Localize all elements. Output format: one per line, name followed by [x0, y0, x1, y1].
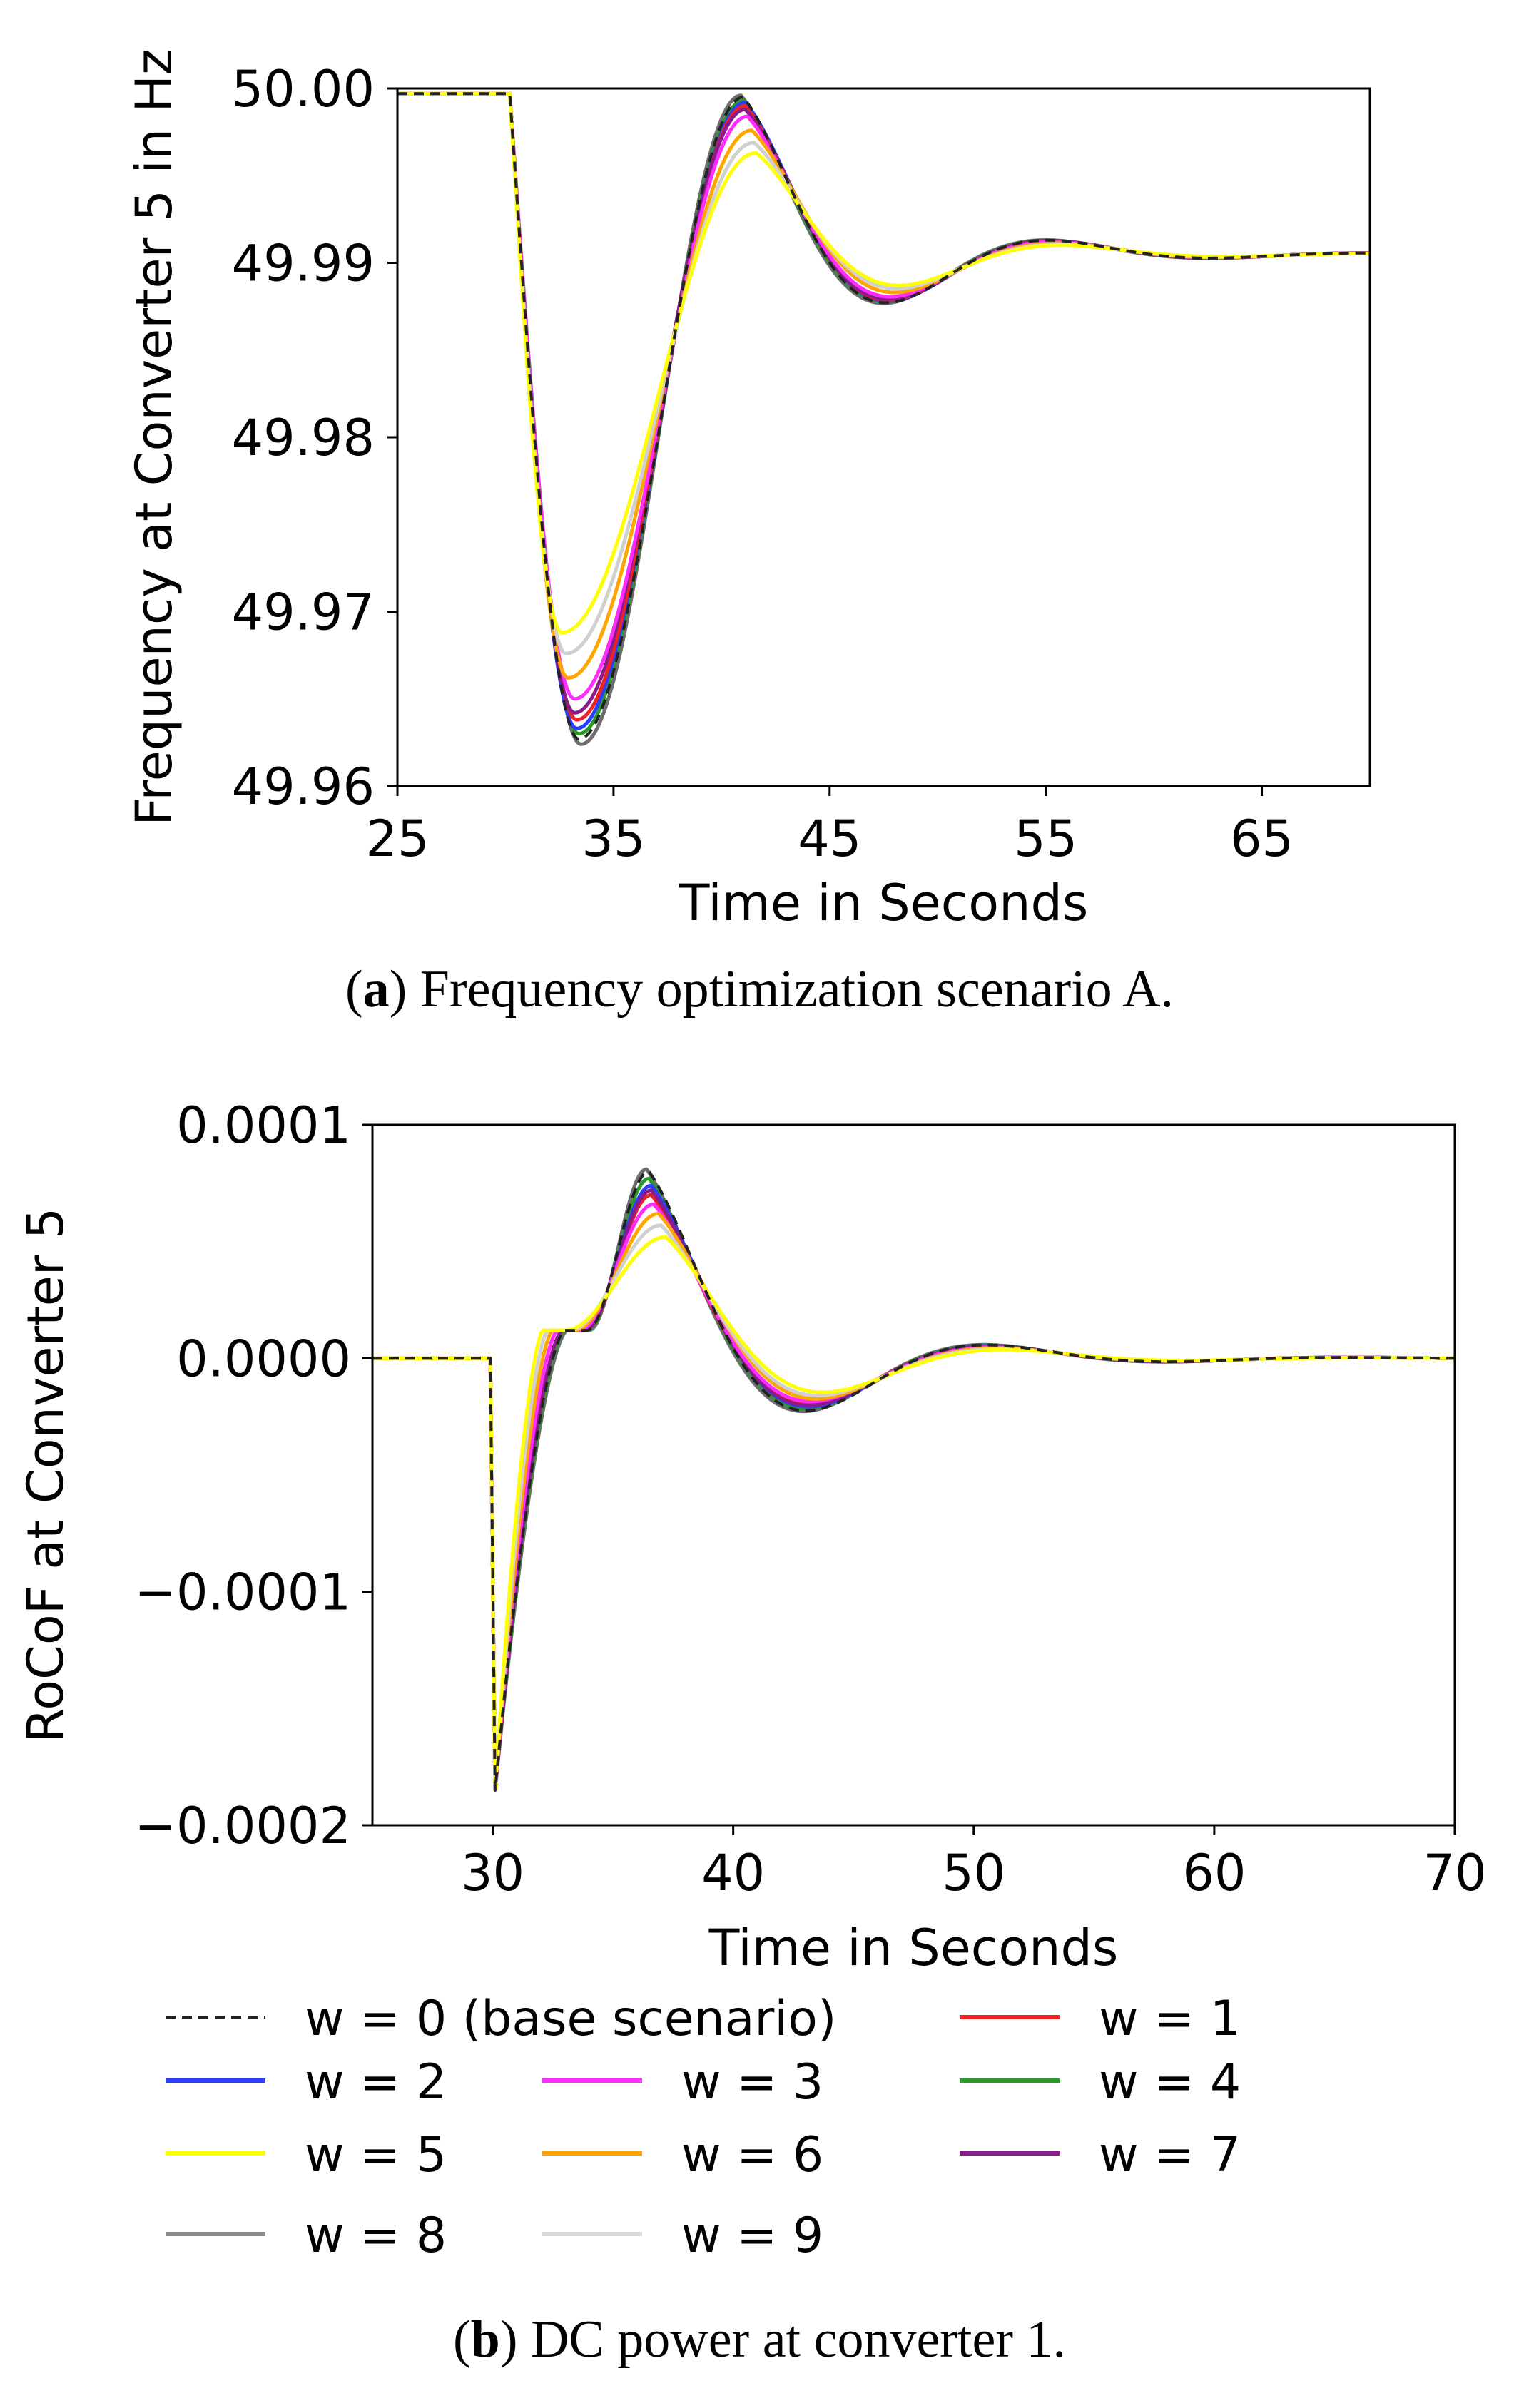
chart-b-line-w-9	[372, 1223, 1455, 1792]
legend-label: w = 0 (base scenario)	[305, 1991, 836, 2047]
caption-a-letter: a	[362, 960, 390, 1019]
chart-b-xtick-label: 30	[461, 1844, 524, 1902]
legend-label: w = 5	[305, 2127, 447, 2183]
chart-b-line-w-1	[372, 1193, 1455, 1792]
chart-a-xtick-label: 25	[365, 810, 429, 868]
chart-a-ytick-label: 49.98	[232, 409, 375, 467]
legend-label: w = 9	[681, 2208, 823, 2264]
chart-a-xtick-label: 55	[1014, 810, 1077, 868]
chart-a-xtick-label: 35	[581, 810, 645, 868]
caption-b-text: DC power at converter 1.	[517, 2310, 1066, 2369]
legend-label: w = 1	[1099, 1991, 1241, 2047]
chart-a-ytick-label: 50.00	[232, 60, 375, 118]
chart-a-xtick-label: 65	[1230, 810, 1294, 868]
chart-a-line-w-3	[397, 91, 1370, 701]
chart-a-ytick-label: 49.97	[232, 583, 375, 642]
chart-b-line-w-5	[372, 1235, 1455, 1792]
chart-b-line-w-0-base-scenario-	[372, 1170, 1455, 1792]
chart-b-line-w-7	[372, 1188, 1455, 1792]
chart-b-xtick-label: 60	[1182, 1844, 1246, 1902]
chart-a-line-w-9	[397, 91, 1370, 655]
chart-a-line-w-1	[397, 91, 1370, 722]
chart-a-line-w-0-base-scenario-	[397, 92, 1370, 740]
chart-a-line-w-6	[397, 91, 1370, 680]
chart-b-ytick-label: −0.0002	[134, 1797, 351, 1855]
chart-b-series	[372, 1167, 1455, 1792]
chart-a-line-w-5	[397, 91, 1370, 635]
chart-a-line-w-7	[397, 91, 1370, 715]
chart-b-line-w-2	[372, 1183, 1455, 1792]
chart-b-ytick-label: −0.0001	[134, 1563, 351, 1622]
chart-a-ylabel: Frequency at Converter 5 in Hz	[125, 49, 183, 826]
caption-b-letter: b	[470, 2310, 500, 2369]
chart-a-line-w-4	[397, 91, 1370, 736]
chart-b-ytick-label: 0.0001	[176, 1096, 351, 1155]
chart-b-ytick-label: 0.0000	[176, 1330, 351, 1388]
legend-label: w = 3	[681, 2054, 823, 2111]
legend: w = 0 (base scenario) w = 1 w = 2 w = 3 w = …	[166, 1991, 1241, 2264]
chart-b: 30 40 50 60 70 −0.0002 −0.0001 0.0000 0.0001 Time…	[16, 1096, 1487, 1977]
chart-a: 25 35 45 55 65 49.96 49.97 49.98 49.99 50.00 Time …	[125, 49, 1371, 932]
caption-a-text: Frequency optimization scenario A.	[407, 960, 1174, 1019]
chart-a-ytick-label: 49.99	[232, 235, 375, 293]
legend-label: w = 7	[1099, 2127, 1241, 2183]
chart-b-line-w-4	[372, 1176, 1455, 1792]
chart-a-line-w-8	[397, 91, 1370, 746]
chart-b-frame	[371, 1123, 1456, 1827]
chart-b-xlabel: Time in Seconds	[708, 1919, 1119, 1977]
legend-label: w = 2	[305, 2054, 447, 2111]
chart-b-line-w-3	[372, 1202, 1455, 1792]
legend-label: w = 4	[1099, 2054, 1241, 2111]
chart-a-frame	[396, 87, 1371, 787]
chart-b-xtick-label: 40	[701, 1844, 765, 1902]
chart-a-ytick-label: 49.96	[232, 757, 375, 816]
chart-a-xtick-label: 45	[798, 810, 861, 868]
legend-label: w = 6	[681, 2127, 823, 2183]
chart-b-line-w-6	[372, 1211, 1455, 1792]
chart-b-line-w-8	[372, 1167, 1455, 1792]
caption-b: (b) DC power at converter 1.	[453, 2310, 1066, 2369]
legend-label: w = 8	[305, 2208, 447, 2264]
chart-b-ylabel: RoCoF at Converter 5	[16, 1208, 75, 1743]
chart-b-xtick-label: 70	[1423, 1844, 1486, 1902]
caption-a: (a) Frequency optimization scenario A.	[345, 960, 1174, 1019]
chart-b-xtick-label: 50	[942, 1844, 1005, 1902]
chart-a-line-w-2	[397, 91, 1370, 730]
chart-a-xlabel: Time in Seconds	[679, 874, 1089, 932]
chart-a-series	[397, 91, 1370, 746]
